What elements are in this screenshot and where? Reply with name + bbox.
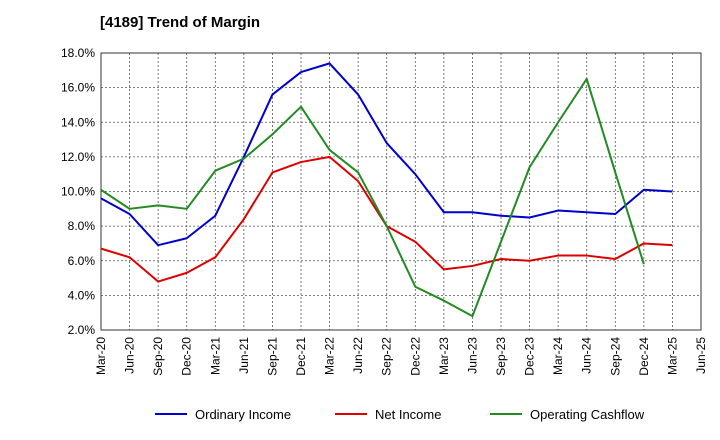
y-tick-label: 14.0%: [61, 115, 95, 129]
x-tick-label: Jun-20: [123, 337, 137, 374]
x-tick-label: Dec-22: [408, 337, 422, 376]
y-tick-label: 6.0%: [68, 254, 96, 268]
x-tick-label: Sep-21: [265, 337, 279, 376]
x-tick-label: Dec-23: [523, 337, 537, 376]
x-tick-label: Dec-21: [294, 337, 308, 376]
x-tick-label: Sep-24: [608, 337, 622, 376]
x-tick-label: Jun-24: [580, 337, 594, 374]
net-income-legend-label: Net Income: [375, 407, 441, 422]
x-tick-label: Mar-25: [665, 337, 679, 375]
x-tick-label: Jun-21: [237, 337, 251, 374]
x-tick-label: Mar-24: [551, 337, 565, 375]
y-tick-label: 12.0%: [61, 150, 95, 164]
ordinary-income-line: [100, 62, 673, 247]
x-tick-label: Sep-22: [380, 337, 394, 376]
y-tick-label: 10.0%: [61, 185, 95, 199]
x-tick-label: Mar-23: [437, 337, 451, 375]
x-tick-label: Sep-23: [494, 337, 508, 376]
y-tick-label: 16.0%: [61, 81, 95, 95]
y-tick-label: 8.0%: [68, 219, 96, 233]
operating-cashflow-line: [100, 77, 645, 318]
x-tick-label: Mar-22: [323, 337, 337, 375]
y-tick-label: 2.0%: [68, 323, 96, 337]
chart-title: [4189] Trend of Margin: [100, 14, 261, 31]
x-tick-label: Mar-20: [94, 337, 108, 375]
y-tick-label: 4.0%: [68, 288, 96, 302]
x-tick-label: Dec-24: [637, 337, 651, 376]
ordinary-income-legend-label: Ordinary Income: [195, 407, 291, 422]
operating-cashflow-legend-label: Operating Cashflow: [530, 407, 645, 422]
x-tick-label: Mar-21: [208, 337, 222, 375]
y-tick-label: 18.0%: [61, 46, 95, 60]
x-tick-label: Jun-22: [351, 337, 365, 374]
x-tick-label: Dec-20: [180, 337, 194, 376]
plot-border: [100, 52, 702, 331]
x-tick-label: Jun-23: [465, 337, 479, 374]
x-tick-label: Sep-20: [151, 337, 165, 376]
x-tick-label: Jun-25: [694, 337, 708, 374]
